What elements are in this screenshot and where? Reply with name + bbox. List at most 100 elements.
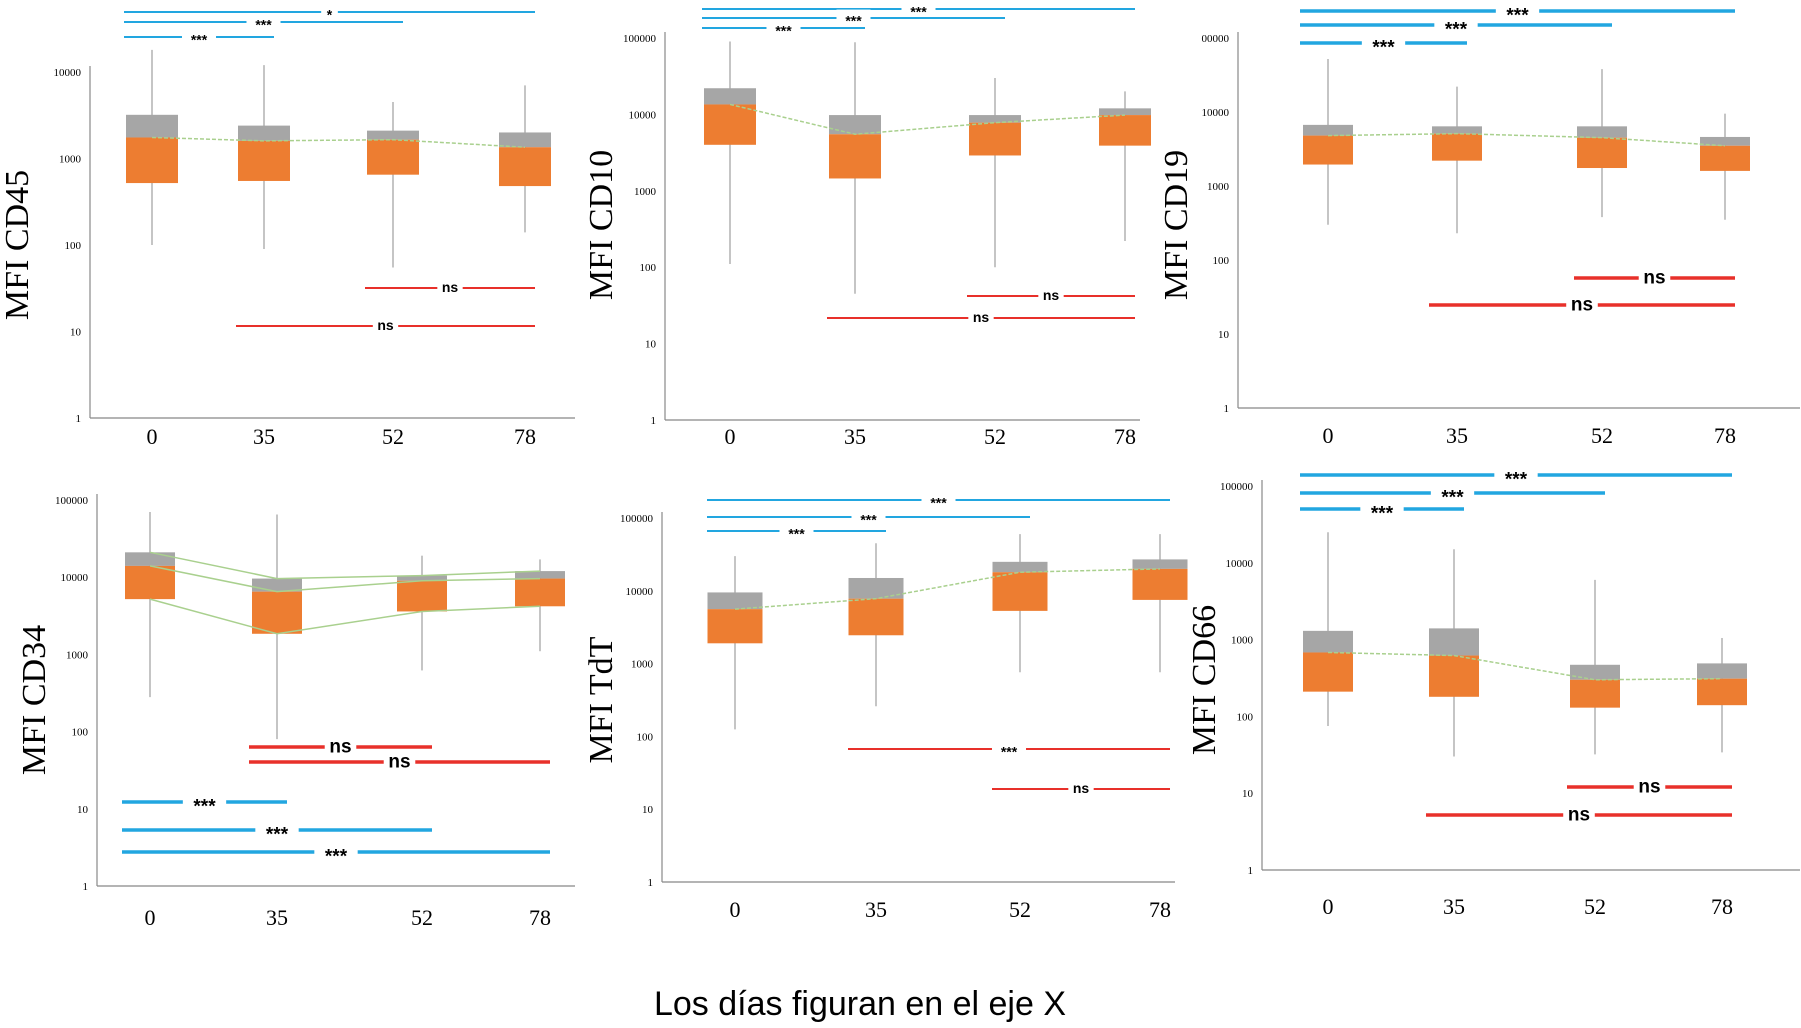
significance-label: ns (1073, 780, 1090, 796)
significance-label: *** (266, 824, 289, 845)
y-tick-label: 100000 (1220, 481, 1254, 493)
x-tick-label: 0 (1323, 894, 1334, 919)
x-tick-label: 35 (253, 424, 275, 449)
significance-label-bg (1494, 463, 1538, 485)
significance-label: ns (1643, 268, 1665, 289)
significance-label: *** (1371, 503, 1394, 524)
significance-label-bg (1360, 497, 1404, 519)
significance-label: *** (325, 846, 348, 867)
box-upper (1570, 664, 1620, 680)
box-upper (992, 561, 1048, 573)
box-upper (367, 130, 419, 140)
y-tick-label: 100 (1213, 255, 1230, 267)
x-tick-label: 0 (147, 424, 158, 449)
box-lower (1432, 133, 1482, 161)
box-lower (125, 565, 175, 600)
box-upper (499, 132, 551, 148)
significance-label-bg (372, 317, 399, 333)
y-tick-label: 1 (651, 415, 657, 427)
y-tick-label: 1 (648, 877, 654, 889)
significance-label-bg (766, 19, 801, 35)
significance-label-bg (779, 522, 814, 538)
trend-line-median (734, 568, 1161, 610)
box-upper (707, 592, 763, 610)
y-tick-label: 100 (640, 262, 657, 274)
box-upper (1697, 663, 1747, 679)
box-lower (367, 139, 419, 175)
y-tick-label: 1 (1248, 865, 1254, 877)
x-tick-label: 78 (1114, 424, 1136, 449)
box-upper (397, 575, 447, 581)
y-tick-label: 10 (77, 804, 89, 816)
significance-label-bg (836, 9, 871, 25)
significance-label-bg (1038, 287, 1064, 303)
x-tick-label: 78 (529, 905, 551, 930)
box-upper (126, 114, 178, 138)
x-tick-label: 35 (266, 905, 288, 930)
significance-label: *** (910, 4, 927, 20)
box-upper (1429, 628, 1479, 656)
x-tick-label: 78 (1149, 897, 1171, 922)
x-tick-label: 35 (865, 897, 887, 922)
y-tick-label: 100 (65, 240, 82, 252)
significance-label-bg (437, 279, 463, 295)
significance-label: *** (788, 526, 805, 542)
significance-label: ns (377, 317, 394, 333)
chart-cd10: 1 10 100 1000 10000 100000 MFI CD10 0 35 52 78 *** *… (583, 0, 1151, 449)
chart-tdt: 1 10 100 1000 10000 100000 MFI TdT 0 35 52 78 *** **… (583, 491, 1188, 922)
y-axis-label: MFI CD66 (1186, 605, 1223, 755)
y-tick-label: 100 (637, 731, 654, 743)
significance-label: * (327, 7, 333, 23)
significance-label: *** (860, 512, 877, 528)
x-tick-label: 35 (844, 424, 866, 449)
significance-label-bg (1638, 266, 1671, 288)
y-tick-label: 1000 (1207, 181, 1230, 193)
y-tick-label: 1000 (59, 154, 82, 166)
y-axis-label: MFI CD10 (583, 150, 620, 300)
box-lower (704, 104, 756, 145)
x-tick-label: 52 (411, 905, 433, 930)
box-lower (1577, 137, 1627, 169)
box-upper (829, 115, 881, 135)
y-tick-label: 10 (70, 327, 82, 339)
box-lower (1099, 115, 1151, 146)
significance-label: *** (1505, 469, 1528, 490)
box-lower (126, 137, 178, 184)
trend-line-q3 (149, 551, 541, 580)
significance-label-bg (1430, 481, 1475, 503)
trend-line-median (149, 565, 541, 593)
y-axis-label: MFI TdT (583, 636, 620, 763)
significance-label-bg (321, 3, 338, 19)
y-tick-label: 1 (1224, 403, 1230, 415)
significance-label-bg (383, 750, 416, 772)
y-tick-label: 1000 (631, 659, 654, 671)
y-tick-label: 100000 (55, 495, 89, 507)
box-upper (238, 125, 290, 141)
box-upper (1303, 124, 1353, 136)
significance-label-bg (1495, 0, 1540, 21)
significance-label: ns (442, 279, 459, 295)
significance-label: ns (973, 309, 990, 325)
significance-label: *** (193, 796, 216, 817)
box-lower (499, 147, 551, 187)
y-tick-label: 1000 (634, 186, 657, 198)
significance-label: *** (775, 23, 792, 39)
significance-label: ns (1571, 295, 1593, 316)
significance-label: *** (845, 13, 862, 29)
box-upper (704, 88, 756, 105)
trend-line-median (151, 136, 526, 148)
x-tick-label: 52 (1009, 897, 1031, 922)
significance-label: *** (1001, 744, 1018, 760)
significance-label: ns (1638, 777, 1660, 798)
x-tick-label: 52 (382, 424, 404, 449)
significance-label-bg (851, 508, 886, 524)
significance-label-bg (246, 13, 281, 29)
box-lower (1132, 568, 1188, 600)
box-upper (1099, 108, 1151, 116)
box-lower (992, 572, 1048, 611)
box-lower (1700, 145, 1750, 171)
box-upper (969, 115, 1021, 123)
trend-line-median (729, 103, 1126, 135)
box-lower (1429, 655, 1479, 697)
